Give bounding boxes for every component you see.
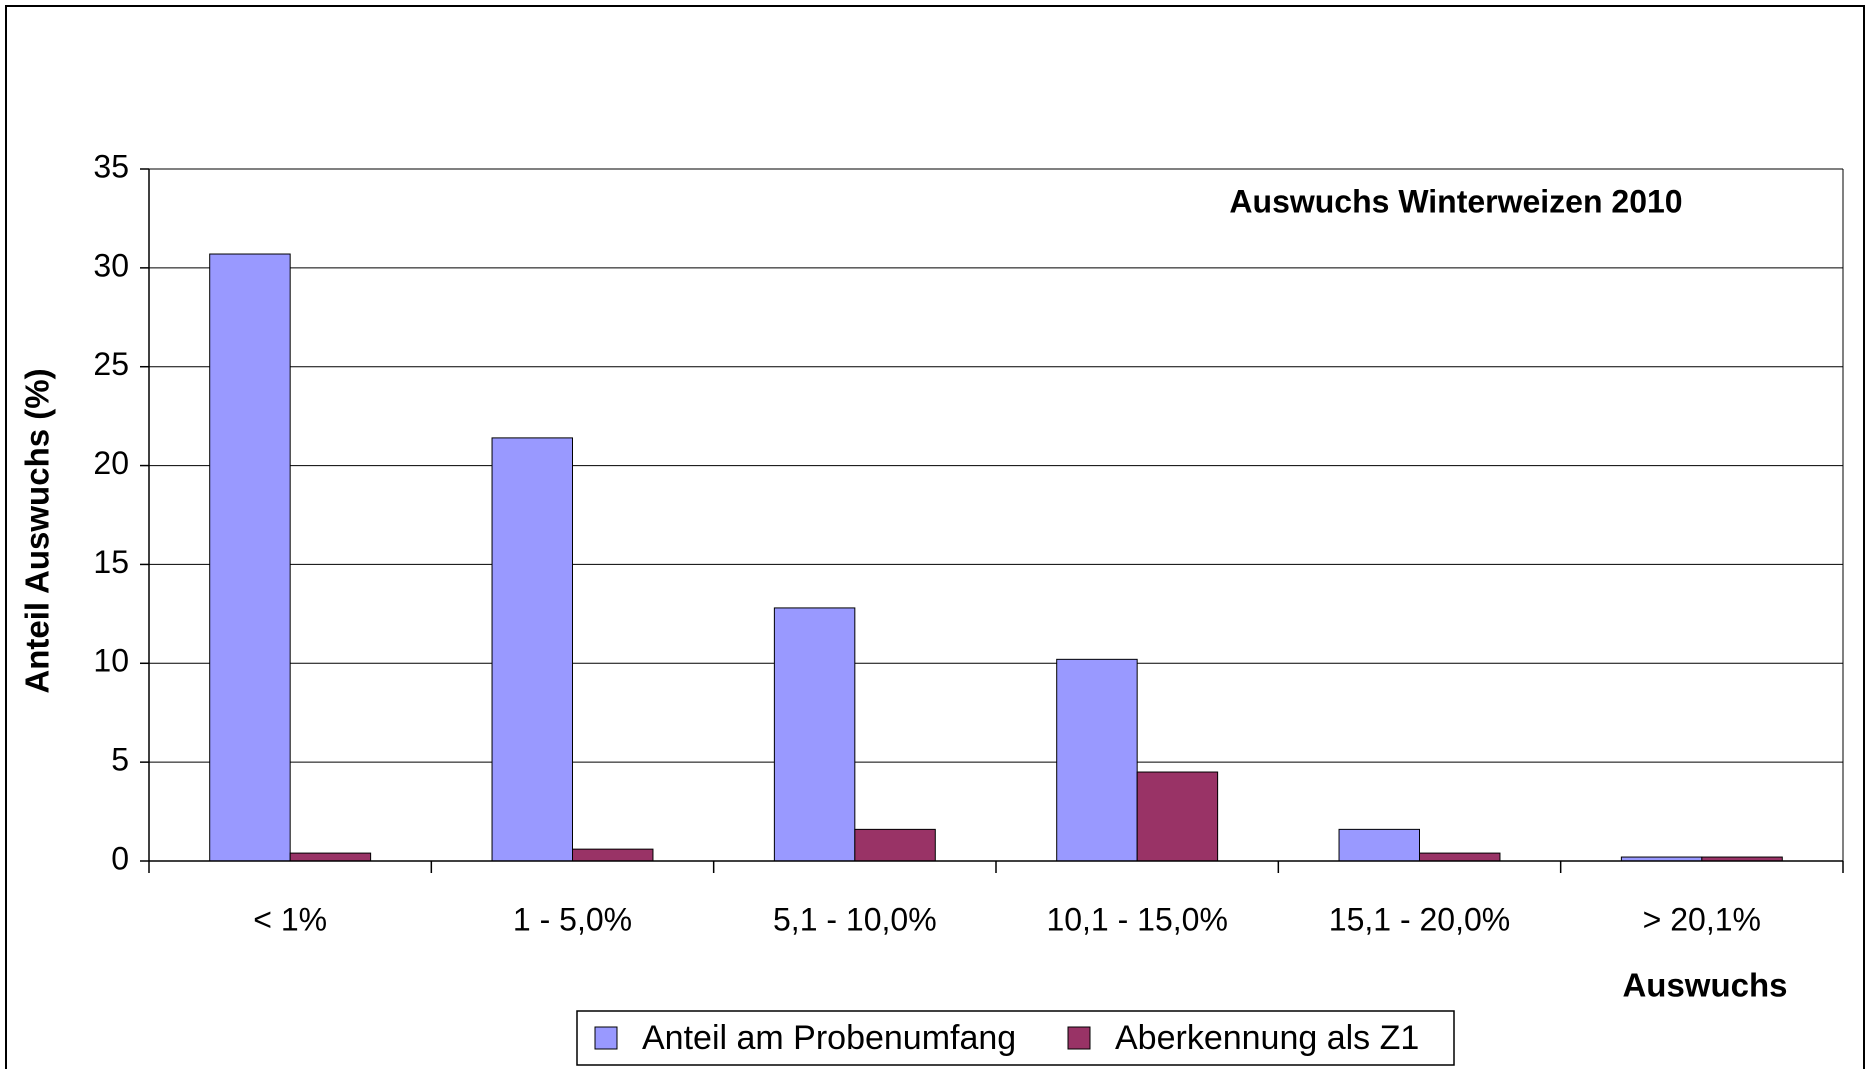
bar (854, 828, 936, 862)
x-axis-label: Auswuchs (1622, 967, 1787, 1004)
x-tick-label: 1 - 5,0% (513, 901, 632, 937)
bar (1136, 771, 1219, 862)
bar (209, 253, 291, 862)
legend-label: Anteil am Probenumfang (642, 1019, 1016, 1057)
y-tick-label: 20 (93, 445, 129, 481)
y-tick-label: 5 (111, 742, 129, 778)
bar (1338, 828, 1421, 862)
chart-border (5, 5, 1865, 1069)
bar (773, 607, 856, 862)
x-tick-label: < 1% (253, 901, 327, 937)
bar (289, 852, 372, 862)
x-tick-label: 5,1 - 10,0% (773, 901, 937, 937)
legend-swatch (1067, 1026, 1091, 1050)
bar (572, 848, 654, 862)
y-axis-label: Anteil Auswuchs (%) (19, 368, 56, 693)
x-tick-label: 15,1 - 20,0% (1329, 901, 1510, 937)
y-tick-label: 0 (111, 840, 129, 876)
y-tick-label: 35 (93, 148, 129, 184)
x-tick-label: 10,1 - 15,0% (1046, 901, 1227, 937)
y-tick-label: 30 (93, 247, 129, 283)
legend (576, 1010, 1455, 1066)
legend-swatch (594, 1026, 618, 1050)
y-tick-label: 25 (93, 346, 129, 382)
y-tick-label: 10 (93, 643, 129, 679)
x-tick-label: > 20,1% (1643, 901, 1761, 937)
bar (1419, 852, 1501, 862)
chart-title: Auswuchs Winterweizen 2010 (1229, 183, 1682, 219)
bar (491, 437, 573, 862)
legend-label: Aberkennung als Z1 (1115, 1019, 1419, 1057)
y-tick-label: 15 (93, 544, 129, 580)
bar (1056, 658, 1138, 862)
